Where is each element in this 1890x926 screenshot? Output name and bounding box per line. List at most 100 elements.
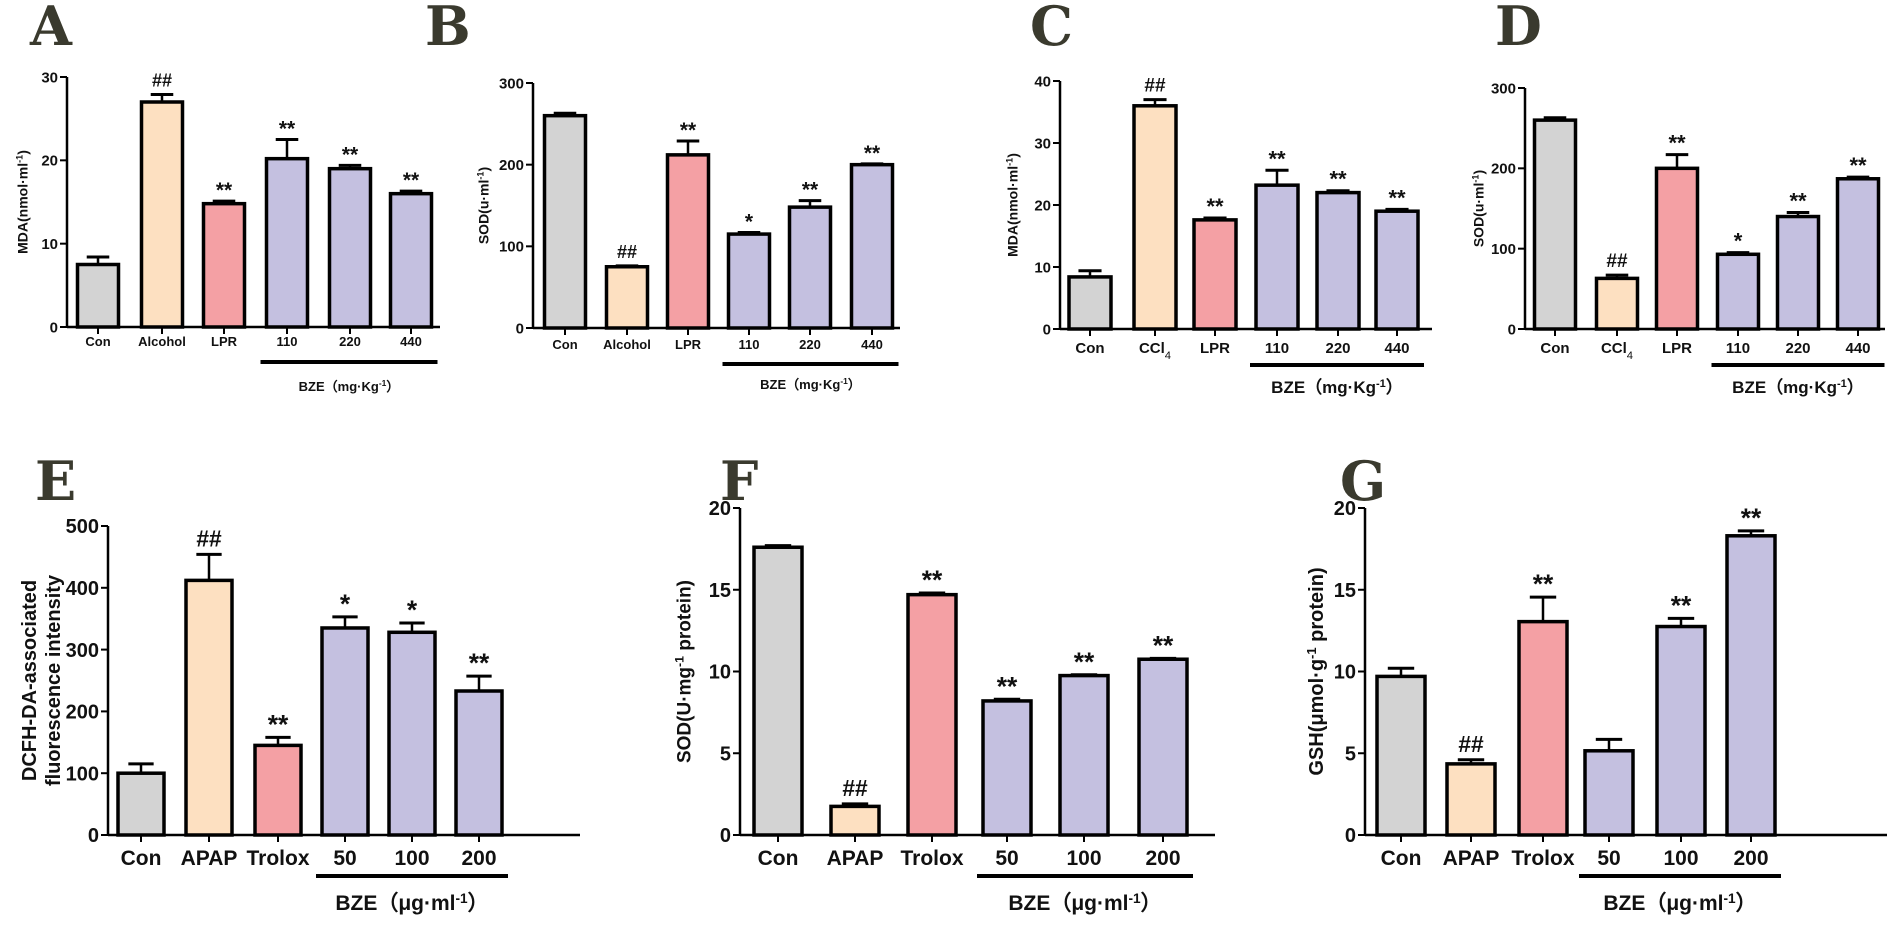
significance-marker: ## [842, 775, 868, 801]
significance-marker: * [1734, 229, 1743, 254]
x-tick-label: APAP [1443, 847, 1500, 870]
bar [1655, 624, 1707, 837]
bar [1835, 177, 1881, 331]
y-tick-label: 20 [1034, 197, 1051, 214]
group-label: BZE（μg·ml-1） [335, 891, 488, 916]
y-tick-label: 100 [66, 763, 99, 785]
y-axis-title: MDA(nmol·ml-1) [1005, 153, 1021, 257]
panel-d: D 0 100 200 300 SOD(u·ml-1) Con CCl4 ## LPR ** 110 *… [1471, 0, 1885, 397]
x-tick-label: CCl4 [1139, 340, 1171, 362]
group-label: BZE（μg·ml-1） [1008, 891, 1161, 916]
x-tick-label: LPR [1200, 340, 1230, 357]
y-axis-title: DCFH-DA-associated [19, 580, 41, 781]
significance-marker: * [340, 589, 351, 619]
x-tick-label: 440 [400, 334, 422, 349]
y-tick-label: 300 [499, 75, 524, 92]
x-tick-label: LPR [211, 334, 238, 349]
panel-letter: C [1030, 0, 1073, 58]
x-tick-label: 440 [861, 337, 883, 352]
bar [1725, 534, 1777, 837]
y-tick-label: 10 [1034, 259, 1051, 276]
y-tick-label: 40 [1034, 73, 1051, 90]
y-tick-label: 0 [516, 320, 524, 337]
y-tick-label: 100 [1491, 241, 1516, 258]
y-tick-label: 300 [66, 640, 99, 662]
y-tick-label: 15 [1334, 580, 1356, 602]
significance-marker: ** [1153, 630, 1174, 660]
bar [604, 265, 650, 330]
panel-letter: G [1340, 449, 1386, 513]
y-tick-label: 0 [1043, 321, 1051, 338]
x-tick-label: 200 [1733, 847, 1768, 870]
significance-marker: ** [1668, 131, 1686, 156]
significance-marker: ** [1533, 569, 1554, 599]
y-axis-title: SOD(u·ml-1) [476, 167, 492, 244]
y-tick-label: 30 [1034, 135, 1051, 152]
panel-c: C 0 10 20 30 40 MDA(nmol·ml-1) Con CCl4 ## LPR ** 11… [1005, 0, 1432, 397]
significance-marker: ** [1206, 194, 1224, 219]
y-tick-label: 10 [709, 662, 731, 684]
x-tick-label: 110 [1265, 340, 1289, 357]
x-tick-label: Con [552, 337, 577, 352]
bar [1192, 218, 1238, 331]
bar [454, 689, 504, 837]
x-tick-label: Con [121, 847, 162, 870]
y-tick-label: 0 [50, 319, 58, 336]
x-tick-label: Trolox [246, 847, 309, 870]
bar [542, 113, 588, 330]
bar [1132, 104, 1178, 331]
bar [264, 156, 310, 329]
y-tick-label: 200 [1491, 161, 1516, 178]
bar [1715, 252, 1761, 331]
y-tick-label: 0 [1508, 321, 1516, 338]
y-tick-label: 200 [499, 157, 524, 174]
group-label: BZE（mg·Kg-1） [1271, 377, 1403, 397]
significance-marker: ## [196, 525, 222, 551]
bar [906, 592, 958, 837]
x-tick-label: 200 [1145, 847, 1180, 870]
significance-marker: ** [268, 709, 289, 739]
bar [116, 771, 166, 837]
bar [201, 201, 247, 329]
significance-marker: ** [1849, 153, 1867, 178]
panel-letter: E [35, 449, 76, 513]
x-tick-label: CCl4 [1601, 340, 1633, 362]
x-tick-label: 50 [333, 847, 356, 870]
significance-marker: ** [1789, 189, 1807, 214]
y-tick-label: 5 [720, 743, 731, 765]
y-tick-label: 500 [66, 516, 99, 538]
significance-marker: ** [1074, 647, 1095, 677]
x-tick-label: Alcohol [603, 337, 651, 352]
bar [1445, 762, 1497, 837]
x-tick-label: 50 [995, 847, 1018, 870]
panel-letter: A [29, 0, 73, 58]
bar [1775, 214, 1821, 331]
bar [1374, 209, 1420, 331]
panel-letter: D [1495, 0, 1542, 58]
bar [1067, 275, 1113, 331]
significance-marker: ** [802, 179, 819, 202]
significance-marker: ## [1458, 731, 1484, 757]
x-tick-label: 110 [739, 337, 760, 352]
significance-marker: ** [997, 671, 1018, 701]
x-tick-label: LPR [1662, 340, 1692, 357]
x-tick-label: Con [1540, 340, 1569, 357]
x-tick-label: 220 [1325, 340, 1350, 357]
x-tick-label: 220 [339, 334, 361, 349]
bar [387, 630, 437, 837]
panel-a: A 0 10 20 30 MDA(nmol·ml-1) Con Alcohol ## LPR ** 1… [15, 0, 440, 394]
bar [1058, 673, 1110, 837]
y-tick-label: 20 [709, 498, 731, 520]
bar [253, 743, 303, 837]
y-tick-label: 200 [66, 702, 99, 724]
x-tick-label: Con [1381, 847, 1422, 870]
y-tick-label: 20 [1334, 498, 1356, 520]
significance-marker: ** [216, 179, 233, 202]
x-tick-label: Con [1075, 340, 1104, 357]
significance-marker: ** [1741, 503, 1762, 533]
significance-marker: ** [864, 142, 881, 165]
significance-marker: * [407, 595, 418, 625]
bar [320, 626, 370, 837]
significance-marker: ** [279, 118, 296, 141]
